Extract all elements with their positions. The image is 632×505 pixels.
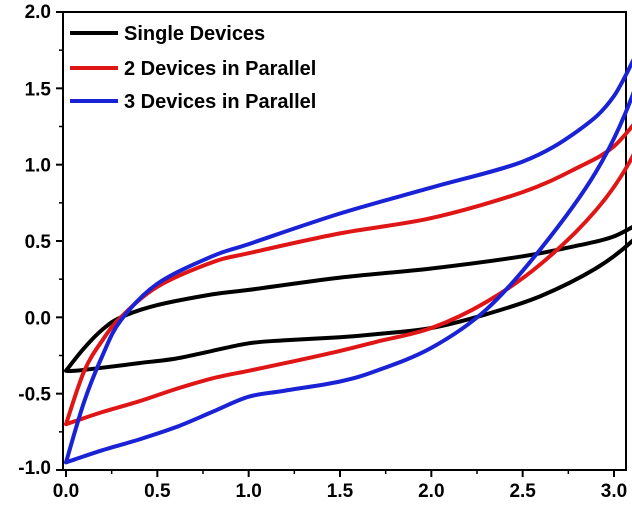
y-tick-label: 1.0 <box>25 156 51 177</box>
y-tick-label: -1.0 <box>18 458 51 479</box>
y-tick-label: 2.0 <box>25 2 51 23</box>
y-tick-label: 0.0 <box>25 308 51 329</box>
axes <box>62 11 627 471</box>
series-line-3 <box>64 58 632 465</box>
legend: Single Devices 2 Devices in Parallel 3 Dev… <box>70 23 316 113</box>
y-tick-label: 1.5 <box>25 79 52 100</box>
x-tick-label: 2.5 <box>509 481 536 502</box>
series-layer <box>64 58 632 465</box>
legend-label-2: 2 Devices in Parallel <box>124 58 316 80</box>
series-line-1 <box>64 225 632 374</box>
x-tick-label: 1.5 <box>327 481 354 502</box>
series-line-2 <box>64 123 632 427</box>
x-tick-label: 3.0 <box>601 481 627 502</box>
x-tick-label: 2.0 <box>418 481 444 502</box>
x-tick-label: 0.0 <box>53 481 79 502</box>
legend-label-1: Single Devices <box>124 23 265 45</box>
x-tick-label: 0.5 <box>144 481 171 502</box>
x-tick-label: 1.0 <box>235 481 261 502</box>
plot-frame <box>62 11 627 471</box>
ticks: 0.0 0.5 1.0 1.5 2.0 2.5 3.0 -1.0 -0.5 0.0 0.5 1.0 1.… <box>18 2 627 502</box>
y-tick-label: -0.5 <box>18 385 51 406</box>
legend-label-3: 3 Devices in Parallel <box>124 91 316 113</box>
y-tick-label: 0.5 <box>25 232 52 253</box>
